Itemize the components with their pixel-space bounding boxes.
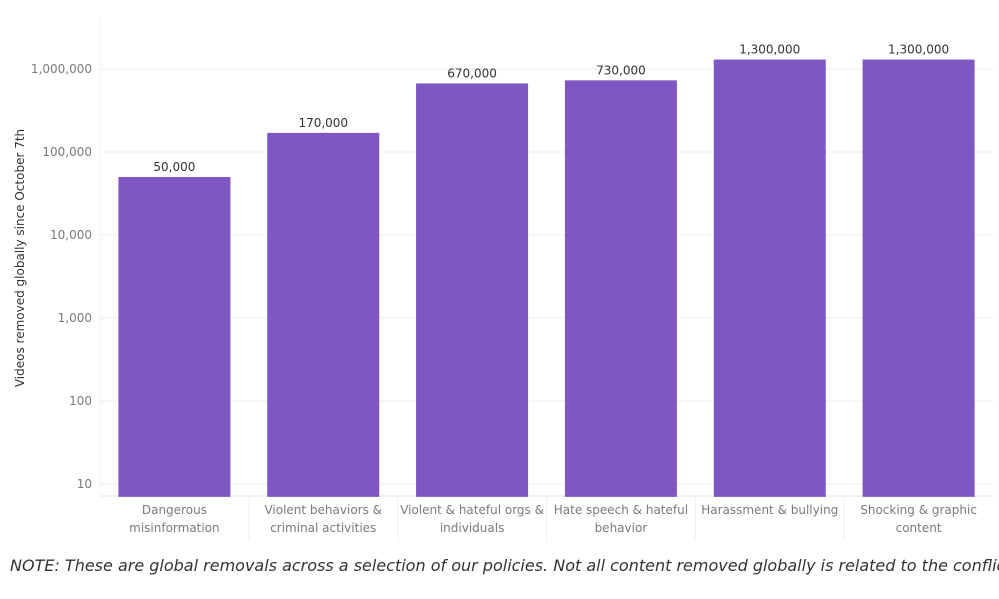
y-tick-label: 10,000 — [50, 228, 92, 242]
bar[interactable] — [862, 59, 975, 497]
bar[interactable] — [713, 59, 826, 497]
data-label: 50,000 — [153, 160, 195, 174]
x-tick-label-line: Hate speech & hateful — [553, 503, 689, 517]
x-tick-label-line: criminal activities — [270, 521, 377, 535]
bar[interactable] — [118, 176, 231, 497]
x-tick-label: Shocking & graphic content — [845, 501, 993, 537]
bar-chart: 10 100 1,000 10,000 100,000 1,000,000 Videos r… — [13, 20, 993, 540]
x-tick-label: Hate speech & hateful behavior — [547, 501, 695, 537]
x-tick-label-line: misinformation — [129, 521, 220, 535]
bar[interactable] — [564, 80, 677, 497]
y-tick-label: 1,000,000 — [31, 62, 92, 76]
x-tick-label-line: Dangerous — [141, 503, 207, 517]
y-tick-label: 100,000 — [42, 145, 92, 159]
y-axis-title: Videos removed globally since October 7t… — [13, 129, 27, 387]
y-tick-label: 10 — [77, 477, 92, 491]
x-tick-label: Harassment & bullying — [696, 501, 844, 519]
x-tick-label-line: Shocking & graphic — [860, 503, 977, 517]
y-tick-label: 1,000 — [58, 311, 92, 325]
x-tick-label-line: individuals — [439, 521, 505, 535]
data-label: 170,000 — [298, 116, 348, 130]
x-tick-label-line: Violent & hateful orgs & — [400, 503, 544, 517]
bar[interactable] — [416, 83, 529, 497]
x-tick-label-line: behavior — [594, 521, 648, 535]
x-tick-label-line: content — [895, 521, 942, 535]
bar[interactable] — [267, 132, 380, 497]
x-tick-label: Violent behaviors & criminal activities — [249, 501, 397, 537]
data-label: 670,000 — [447, 66, 497, 80]
footnote: NOTE: These are global removals across a… — [10, 556, 999, 575]
data-label: 1,300,000 — [739, 43, 800, 57]
x-tick-label-line: Harassment & bullying — [701, 503, 839, 517]
y-tick-label: 100 — [69, 394, 92, 408]
x-tick-label: Violent & hateful orgs & individuals — [398, 501, 546, 537]
x-tick-label: Dangerous misinformation — [100, 501, 248, 537]
data-label: 1,300,000 — [888, 43, 949, 57]
data-label: 730,000 — [596, 63, 646, 77]
x-tick-label-line: Violent behaviors & — [264, 503, 383, 517]
